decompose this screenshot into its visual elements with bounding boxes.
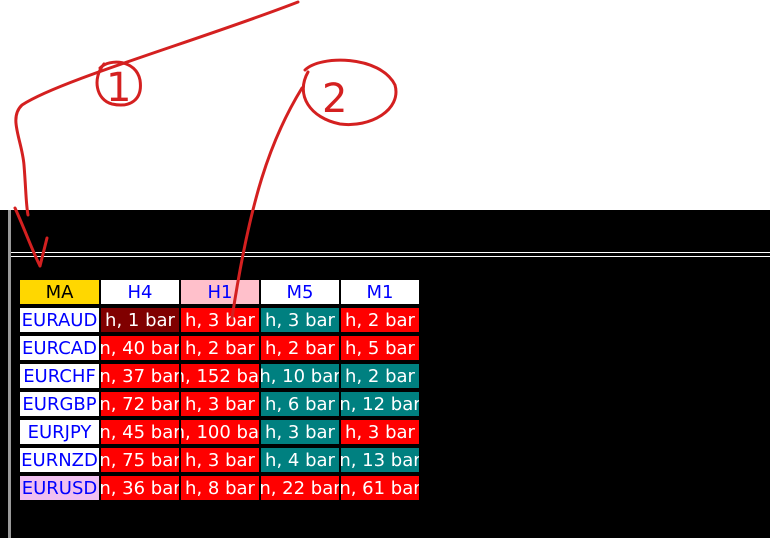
- signal-cell-text: h, 6 bar: [265, 393, 335, 415]
- separator: [11, 252, 770, 257]
- signal-cell-text: n, 61 bar: [341, 477, 419, 499]
- signal-cell-text: h, 3 bar: [185, 449, 255, 471]
- signal-cell-text: h, 3 bar: [185, 393, 255, 415]
- symbol-cell: EURCHF: [20, 364, 99, 388]
- signal-cell: h, 2 bar: [341, 308, 419, 332]
- signal-cell: n, 13 bar: [341, 448, 419, 472]
- symbol-cell-text: EURJPY: [27, 421, 92, 443]
- circle-2: [301, 58, 398, 127]
- signal-cell-text: n, 12 bar: [341, 393, 419, 415]
- signal-cell-text: n, 13 bar: [341, 449, 419, 471]
- symbol-cell: EURAUD: [20, 308, 99, 332]
- signal-cell: h, 8 bar: [181, 476, 259, 500]
- signal-cell-text: h, 10 bar: [261, 365, 339, 387]
- symbol-cell-text: EURCHF: [23, 365, 96, 387]
- signal-cell: h, 6 bar: [261, 392, 339, 416]
- signal-cell-text: h, 8 bar: [185, 477, 255, 499]
- header-cell-text: H4: [127, 281, 153, 303]
- header-cell: H4: [101, 280, 179, 304]
- signal-cell: n, 152 bar: [181, 364, 259, 388]
- symbol-cell-text: EURCAD: [22, 337, 97, 359]
- arrow-1: [14, 0, 300, 217]
- arrow-1-head: [13, 206, 49, 268]
- signal-cell: h, 3 bar: [181, 392, 259, 416]
- signal-cell-text: h, 2 bar: [265, 337, 335, 359]
- signal-cell: h, 3 bar: [341, 420, 419, 444]
- signal-cell-text: h, 4 bar: [265, 449, 335, 471]
- symbol-cell-text: EURUSD: [21, 477, 98, 499]
- signal-cell-text: h, 2 bar: [345, 365, 415, 387]
- signal-cell-text: h, 1 bar: [105, 309, 175, 331]
- signal-cell: h, 3 bar: [261, 308, 339, 332]
- symbol-cell: EURJPY: [20, 420, 99, 444]
- signal-cell-text: h, 3 bar: [345, 421, 415, 443]
- signal-cell-text: h, 2 bar: [185, 337, 255, 359]
- annotation-label: 1: [106, 65, 131, 111]
- annotation-label: 2: [322, 76, 347, 122]
- symbol-cell: EURGBP: [20, 392, 99, 416]
- panel-border: [8, 210, 11, 538]
- symbol-cell: EURNZD: [20, 448, 99, 472]
- signal-cell: h, 3 bar: [181, 448, 259, 472]
- signal-cell-text: n, 75 bar: [101, 449, 179, 471]
- signal-cell-text: h, 2 bar: [345, 309, 415, 331]
- header-cell-text: H1: [207, 281, 233, 303]
- arrow-2: [230, 86, 304, 320]
- signal-cell: h, 5 bar: [341, 336, 419, 360]
- signal-cell-text: n, 40 bar: [101, 337, 179, 359]
- header-cell: MA: [20, 280, 99, 304]
- signal-cell-text: h, 3 bar: [265, 421, 335, 443]
- header-cell-text: M5: [286, 281, 314, 303]
- circle-1: [95, 60, 142, 107]
- symbol-cell: EURCAD: [20, 336, 99, 360]
- signal-cell-text: h, 3 bar: [265, 309, 335, 331]
- signal-cell: n, 75 bar: [101, 448, 179, 472]
- signal-cell: h, 3 bar: [261, 420, 339, 444]
- signal-cell: h, 4 bar: [261, 448, 339, 472]
- symbol-cell-text: EURAUD: [21, 309, 98, 331]
- signal-cell-text: n, 152 bar: [181, 365, 259, 387]
- header-cell-text: MA: [45, 281, 74, 303]
- signal-cell-text: n, 36 bar: [101, 477, 179, 499]
- symbol-cell-text: EURNZD: [21, 449, 98, 471]
- signal-cell: n, 36 bar: [101, 476, 179, 500]
- signal-cell-text: n, 45 bar: [101, 421, 179, 443]
- signal-cell-text: n, 37 bar: [101, 365, 179, 387]
- signal-cell-text: n, 100 bar: [181, 421, 259, 443]
- signal-cell: n, 37 bar: [101, 364, 179, 388]
- signal-cell: n, 22 bar: [261, 476, 339, 500]
- signal-cell-text: n, 72 bar: [101, 393, 179, 415]
- signal-cell: n, 61 bar: [341, 476, 419, 500]
- signal-cell: n, 12 bar: [341, 392, 419, 416]
- signal-cell-text: h, 3 bar: [185, 309, 255, 331]
- signal-cell: h, 10 bar: [261, 364, 339, 388]
- signal-cell: n, 45 bar: [101, 420, 179, 444]
- header-cell: H1: [181, 280, 259, 304]
- header-cell-text: M1: [366, 281, 394, 303]
- symbol-cell-text: EURGBP: [22, 393, 97, 415]
- signal-cell: n, 40 bar: [101, 336, 179, 360]
- header-cell: M5: [261, 280, 339, 304]
- signal-cell: n, 100 bar: [181, 420, 259, 444]
- signal-cell: h, 2 bar: [181, 336, 259, 360]
- signal-cell: h, 1 bar: [101, 308, 179, 332]
- header-cell: M1: [341, 280, 419, 304]
- symbol-cell: EURUSD: [20, 476, 99, 500]
- signal-cell: h, 3 bar: [181, 308, 259, 332]
- signal-cell-text: n, 22 bar: [261, 477, 339, 499]
- signal-cell: h, 2 bar: [261, 336, 339, 360]
- signal-cell: h, 2 bar: [341, 364, 419, 388]
- signal-cell-text: h, 5 bar: [345, 337, 415, 359]
- signal-cell: n, 72 bar: [101, 392, 179, 416]
